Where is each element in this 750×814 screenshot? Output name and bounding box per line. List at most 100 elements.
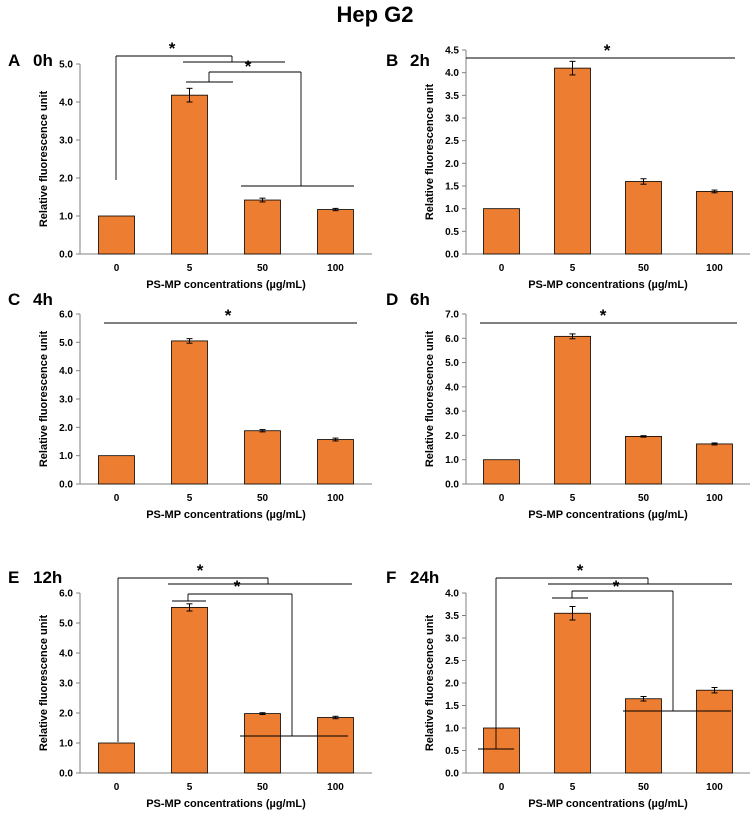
x-tick-label: 0 [499, 493, 505, 504]
bar [171, 94, 208, 255]
y-tick-label: 3.0 [59, 136, 73, 147]
x-tick-label: 0 [114, 263, 120, 274]
x-tick-label: 0 [499, 782, 505, 793]
y-tick-label: 0.5 [445, 746, 459, 757]
significance-star: * [245, 57, 252, 76]
y-tick-label: 4.0 [59, 366, 73, 377]
bar [317, 439, 354, 485]
bar [171, 340, 208, 485]
panel-time-title: 4h [33, 290, 53, 309]
y-axis-label: Relative fluorescence unit [424, 331, 436, 468]
significance-star: * [604, 41, 611, 60]
panel-a: A 0h 0.0 1.0 2.0 3.0 4.0 5.0 0 5 50 100 PS-MP concen… [8, 39, 372, 291]
significance-star: * [234, 577, 241, 596]
y-tick-label: 5.0 [59, 60, 73, 71]
x-tick-label: 0 [499, 263, 505, 274]
panel-time-title: 24h [410, 568, 439, 587]
y-tick-label: 0.0 [59, 250, 73, 261]
bar [483, 459, 520, 485]
bar [244, 199, 281, 255]
y-tick-label: 0.5 [445, 227, 459, 238]
y-tick-label: 6.0 [445, 334, 459, 345]
y-tick-label: 4.0 [59, 98, 73, 109]
bar [171, 607, 208, 774]
y-tick-label: 3.0 [445, 114, 459, 125]
bar [98, 455, 135, 485]
y-axis-label: Relative fluorescence unit [38, 331, 50, 468]
y-tick-label: 2.0 [59, 423, 73, 434]
bar [317, 717, 354, 774]
significance-star: * [225, 306, 232, 325]
x-tick-label: 50 [257, 782, 269, 793]
bar [554, 67, 591, 255]
y-tick-label: 1.5 [445, 701, 459, 712]
y-tick-label: 3.5 [445, 91, 459, 102]
y-tick-label: 3.5 [445, 611, 459, 622]
bar [98, 742, 135, 774]
bar [625, 435, 662, 485]
y-tick-label: 1.5 [445, 182, 459, 193]
y-tick-label: 4.0 [445, 589, 459, 600]
y-tick-label: 4.0 [59, 649, 73, 660]
x-tick-label: 50 [638, 263, 650, 274]
y-tick-label: 3.0 [445, 407, 459, 418]
x-tick-label: 100 [327, 493, 344, 504]
y-tick-label: 2.0 [445, 431, 459, 442]
x-tick-label: 0 [114, 782, 120, 793]
bar [554, 612, 591, 774]
y-tick-label: 2.0 [59, 174, 73, 185]
y-tick-label: 3.0 [59, 679, 73, 690]
x-tick-label: 50 [638, 782, 650, 793]
panel-letter: A [8, 51, 20, 70]
x-tick-label: 100 [706, 782, 723, 793]
bar [98, 215, 135, 255]
x-axis-label: PS-MP concentrations (µg/mL) [528, 798, 688, 810]
x-tick-label: 100 [706, 263, 723, 274]
panel-time-title: 6h [410, 290, 430, 309]
x-tick-label: 5 [187, 493, 193, 504]
y-tick-label: 0.0 [445, 250, 459, 261]
y-tick-label: 2.5 [445, 136, 459, 147]
y-tick-label: 1.0 [445, 204, 459, 215]
bar [244, 430, 281, 485]
y-tick-label: 2.0 [445, 159, 459, 170]
x-tick-label: 50 [257, 493, 269, 504]
y-tick-label: 5.0 [59, 338, 73, 349]
x-axis-label: PS-MP concentrations (µg/mL) [146, 509, 306, 521]
x-axis-label: PS-MP concentrations (µg/mL) [528, 509, 688, 521]
x-axis-label: PS-MP concentrations (µg/mL) [146, 279, 306, 291]
significance-star: * [197, 561, 204, 580]
y-tick-label: 4.0 [445, 68, 459, 79]
y-axis-label: Relative fluorescence unit [38, 91, 50, 228]
bar [317, 209, 354, 255]
bar [625, 698, 662, 774]
y-tick-label: 1.0 [445, 724, 459, 735]
bar [483, 208, 520, 255]
panel-d: D 6h 0.0 1.0 2.0 3.0 4.0 5.0 6.0 7.0 0 5 50 100 PS-MP … [386, 290, 750, 521]
panel-letter: E [8, 568, 19, 587]
panel-time-title: 2h [410, 51, 430, 70]
figure-title: Hep G2 [336, 2, 414, 27]
y-tick-label: 5.0 [445, 358, 459, 369]
significance-star: * [600, 306, 607, 325]
x-axis-label: PS-MP concentrations (µg/mL) [528, 279, 688, 291]
y-tick-label: 7.0 [445, 310, 459, 321]
x-tick-label: 50 [257, 263, 269, 274]
significance-star: * [613, 577, 620, 596]
x-tick-label: 5 [187, 263, 193, 274]
bar [696, 191, 733, 255]
panel-letter: C [8, 290, 20, 309]
panel-time-title: 0h [33, 51, 53, 70]
y-axis-label: Relative fluorescence unit [38, 615, 50, 752]
panel-letter: D [386, 290, 398, 309]
y-tick-label: 2.5 [445, 656, 459, 667]
y-axis-label: Relative fluorescence unit [424, 84, 436, 221]
y-tick-label: 6.0 [59, 589, 73, 600]
panel-b: B 2h 0.0 0.5 1.0 1.5 2.0 2.5 3.0 3.5 4.0 4.5 0 5 50 100… [386, 41, 750, 291]
panel-letter: B [386, 51, 398, 70]
y-tick-label: 1.0 [59, 212, 73, 223]
y-tick-label: 3.0 [445, 634, 459, 645]
y-tick-label: 5.0 [59, 619, 73, 630]
panel-f: F 24h 0.0 0.5 1.0 1.5 2.0 2.5 3.0 3.5 4.0 0 5 50 100 PS… [386, 561, 750, 810]
